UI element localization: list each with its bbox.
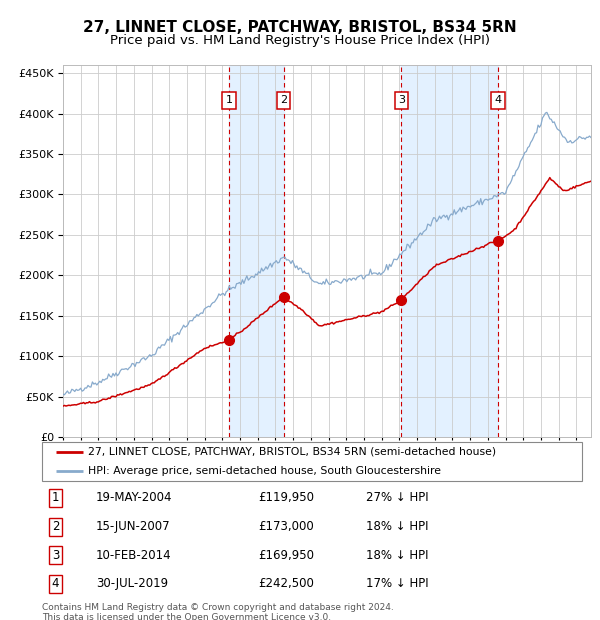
Bar <box>229 65 284 437</box>
Text: 4: 4 <box>52 577 59 590</box>
Text: Contains HM Land Registry data © Crown copyright and database right 2024.
This d: Contains HM Land Registry data © Crown c… <box>42 603 394 620</box>
Text: Price paid vs. HM Land Registry's House Price Index (HPI): Price paid vs. HM Land Registry's House … <box>110 34 490 47</box>
Text: £173,000: £173,000 <box>258 520 314 533</box>
Text: 27% ↓ HPI: 27% ↓ HPI <box>366 492 428 505</box>
Text: 3: 3 <box>52 549 59 562</box>
Text: 4: 4 <box>494 95 502 105</box>
Text: 2: 2 <box>280 95 287 105</box>
Text: £242,500: £242,500 <box>258 577 314 590</box>
Text: 27, LINNET CLOSE, PATCHWAY, BRISTOL, BS34 5RN: 27, LINNET CLOSE, PATCHWAY, BRISTOL, BS3… <box>83 20 517 35</box>
Text: 3: 3 <box>398 95 405 105</box>
Text: 17% ↓ HPI: 17% ↓ HPI <box>366 577 428 590</box>
Text: 15-JUN-2007: 15-JUN-2007 <box>96 520 170 533</box>
Text: 2: 2 <box>52 520 59 533</box>
FancyBboxPatch shape <box>42 442 582 481</box>
Text: 27, LINNET CLOSE, PATCHWAY, BRISTOL, BS34 5RN (semi-detached house): 27, LINNET CLOSE, PATCHWAY, BRISTOL, BS3… <box>88 446 496 457</box>
Text: 10-FEB-2014: 10-FEB-2014 <box>96 549 172 562</box>
Text: 1: 1 <box>52 492 59 505</box>
Text: 1: 1 <box>226 95 233 105</box>
Text: 19-MAY-2004: 19-MAY-2004 <box>96 492 173 505</box>
Bar <box>401 65 498 437</box>
Text: 30-JUL-2019: 30-JUL-2019 <box>96 577 168 590</box>
Text: HPI: Average price, semi-detached house, South Gloucestershire: HPI: Average price, semi-detached house,… <box>88 466 441 476</box>
Text: £119,950: £119,950 <box>258 492 314 505</box>
Text: 18% ↓ HPI: 18% ↓ HPI <box>366 520 428 533</box>
Text: 18% ↓ HPI: 18% ↓ HPI <box>366 549 428 562</box>
Text: £169,950: £169,950 <box>258 549 314 562</box>
